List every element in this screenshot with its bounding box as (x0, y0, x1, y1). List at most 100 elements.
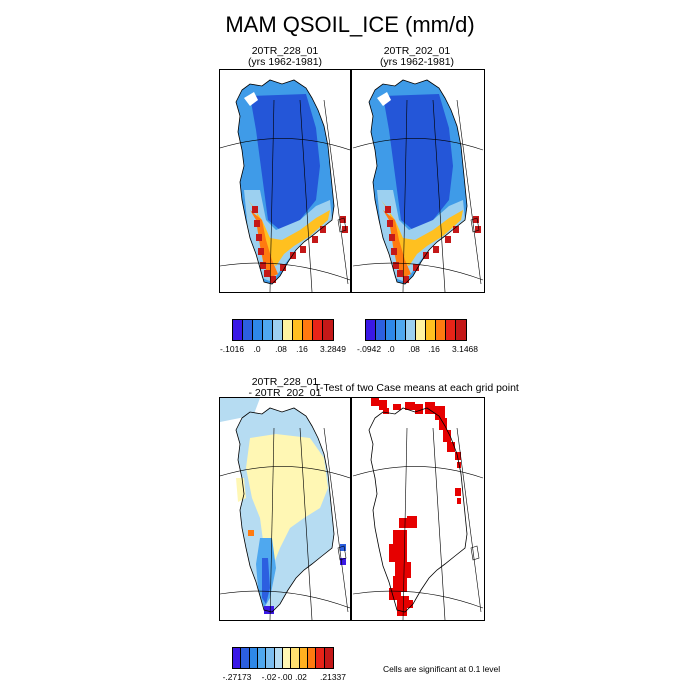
field-region (244, 92, 258, 106)
field-region (220, 398, 260, 422)
longitude-line (323, 99, 349, 285)
significant-cell (407, 516, 417, 528)
latitude-line (220, 262, 350, 281)
colorbar-swatch (366, 320, 376, 340)
colorbar-swatch (299, 648, 308, 668)
field-region (250, 210, 278, 278)
colorbar-swatch (282, 648, 292, 668)
field-cell (258, 248, 264, 255)
colorbar-swatch (283, 320, 293, 340)
longitude-line (269, 99, 275, 292)
colorbar-swatch (291, 648, 300, 668)
coastline-outline (352, 79, 484, 292)
field-cell (340, 216, 346, 223)
map-case2 (352, 79, 484, 292)
field-cell (340, 558, 346, 565)
longitude-line (299, 99, 313, 292)
case1-title-line2: (yrs 1962-1981) (247, 56, 323, 68)
longitude-line (323, 427, 349, 613)
case1-title: 20TR_228_01 (yrs 1962-1981) (220, 46, 350, 68)
significant-cell (447, 442, 455, 452)
field-cell (397, 270, 403, 277)
field-region (383, 210, 411, 278)
latitude-line (220, 138, 350, 151)
colorbar-label: .02 (295, 672, 307, 682)
colorbar-label: .08 (275, 344, 287, 354)
field-cell (387, 220, 393, 227)
colorbar-swatch (241, 648, 250, 668)
latitude-line (352, 138, 484, 151)
island-outline (337, 217, 347, 233)
field-cell (433, 246, 439, 253)
colorbar-swatch (303, 320, 313, 340)
map-diff (220, 398, 350, 620)
colorbar-swatch (416, 320, 426, 340)
significant-cell (435, 406, 445, 420)
colorbar-swatch (323, 320, 333, 340)
colorbar-label: .16 (296, 344, 308, 354)
significant-cell (393, 404, 401, 410)
colorbar-case2 (365, 319, 467, 341)
field-region (250, 94, 320, 230)
colorbar-label: 3.2849 (320, 344, 346, 354)
significant-cell (443, 430, 451, 442)
case2-title-line1: 20TR_202_01 (383, 45, 451, 57)
case2-title-line2: (yrs 1962-1981) (379, 56, 455, 68)
field-cell (342, 226, 348, 233)
significant-cell (399, 518, 407, 528)
colorbar-label: 3.1468 (452, 344, 478, 354)
colorbar-label: .0 (387, 344, 395, 354)
field-cell (256, 234, 262, 241)
significant-cell (405, 402, 415, 410)
greenland-coastline (235, 79, 335, 285)
map-panel-case1 (219, 69, 351, 293)
diff-title-line1: 20TR_228_01 (251, 376, 319, 388)
ttest-title: T-Test of two Case means at each grid po… (314, 382, 519, 394)
field-cell (403, 276, 409, 283)
field-cell (475, 226, 481, 233)
island-outline (337, 545, 347, 561)
field-region (246, 434, 328, 568)
colorbar-label: .16 (428, 344, 440, 354)
significant-cell (395, 562, 411, 578)
significant-cell (383, 408, 389, 414)
field-cell (393, 262, 399, 269)
longitude-line (432, 99, 446, 292)
colorbar-swatch (274, 648, 283, 668)
colorbar-swatch (233, 648, 242, 668)
colorbar-swatch (316, 648, 325, 668)
longitude-line (456, 427, 482, 613)
field-overlay (220, 398, 346, 614)
colorbar-label: -.1016 (219, 344, 245, 354)
colorbar-swatch (307, 648, 317, 668)
colorbar-swatch (313, 320, 323, 340)
greenland-coastline (368, 79, 468, 285)
case2-title: 20TR_202_01 (yrs 1962-1981) (352, 46, 482, 68)
significant-cell (455, 452, 461, 460)
field-cell (385, 206, 391, 213)
colorbar-swatch (293, 320, 303, 340)
latitude-line (352, 262, 484, 281)
significant-cell (455, 488, 461, 496)
colorbar-swatch (249, 648, 258, 668)
longitude-line (456, 99, 482, 285)
field-cell (290, 252, 296, 259)
island-outline (470, 545, 480, 561)
island-outline (470, 217, 480, 233)
field-cell (320, 226, 326, 233)
greenland-coastline (368, 407, 468, 613)
field-cell (264, 270, 270, 277)
figure-title: MAM QSOIL_ICE (mm/d) (225, 12, 475, 37)
significance-cells (371, 398, 461, 616)
field-region (262, 558, 270, 604)
map-case1 (220, 79, 350, 292)
colorbar-swatch (426, 320, 436, 340)
significant-cell (415, 404, 423, 414)
colorbar-label: -.0942 (356, 344, 382, 354)
longitude-line (299, 427, 313, 620)
field-cell (254, 220, 260, 227)
latitude-line (352, 590, 484, 609)
field-cell (248, 530, 254, 536)
field-cell (453, 226, 459, 233)
significant-cell (371, 398, 379, 406)
